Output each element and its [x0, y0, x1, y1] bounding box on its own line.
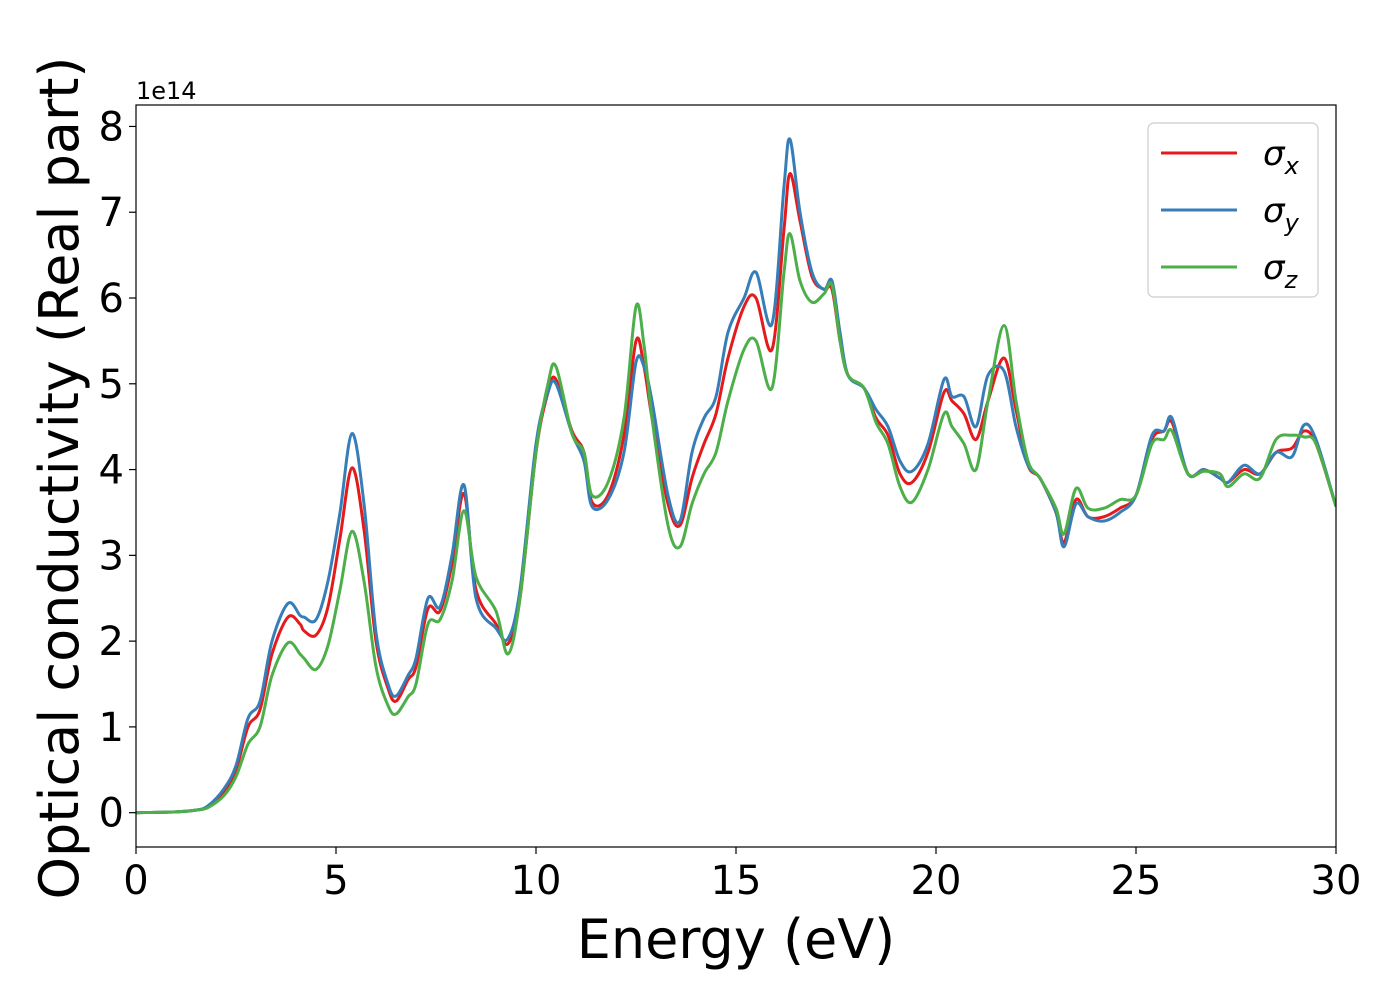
- y-tick-label: 8: [99, 104, 124, 150]
- x-tick-label: 25: [1111, 858, 1162, 904]
- y-axis-offset-label: 1e14: [136, 77, 197, 105]
- x-tick-label: 0: [123, 858, 148, 904]
- x-tick-label: 30: [1311, 858, 1362, 904]
- x-tick-label: 15: [711, 858, 762, 904]
- x-axis-ticks: 0 5 10 15 20 25 30: [123, 847, 1361, 904]
- x-tick-label: 5: [323, 858, 348, 904]
- y-tick-label: 5: [99, 362, 124, 408]
- y-tick-label: 1: [99, 705, 124, 751]
- x-tick-label: 10: [511, 858, 562, 904]
- y-tick-label: 6: [99, 276, 124, 322]
- legend-label-sigma-z: σz: [1263, 248, 1299, 294]
- series-line-sigma-y: [136, 137, 1336, 815]
- y-tick-label: 7: [99, 190, 124, 236]
- y-tick-label: 2: [99, 619, 124, 665]
- legend: σx σy σz: [1147, 122, 1319, 298]
- legend-label-sigma-x: σx: [1263, 134, 1300, 180]
- y-axis-ticks: 0 1 2 3 4 5 6 7 8: [99, 104, 136, 837]
- y-tick-label: 0: [99, 791, 124, 837]
- y-tick-label: 3: [99, 533, 124, 579]
- series-line-sigma-z: [136, 232, 1336, 815]
- x-axis-title: Energy (eV): [577, 908, 896, 971]
- y-tick-label: 4: [99, 448, 124, 494]
- x-tick-label: 20: [911, 858, 962, 904]
- y-axis-title: Optical conductivity (Real part): [28, 57, 91, 900]
- legend-label-sigma-y: σy: [1263, 191, 1300, 237]
- series-line-sigma-x: [136, 172, 1336, 815]
